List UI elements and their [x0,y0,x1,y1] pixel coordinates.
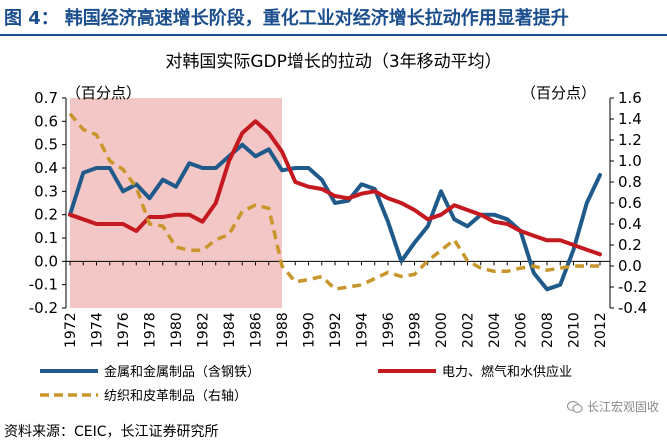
x-tick-label-18: 2008 [540,312,556,348]
legend-textile-label: 纺织和皮革制品（右轴） [104,389,248,404]
legend-power-swatch [378,368,436,373]
left-tick-label-7: 0.5 [34,136,58,154]
left-tick-label-9: 0.7 [34,89,58,107]
legend-power-label: 电力、燃气和水供应业 [442,365,573,380]
right-tick-label-7: 1.0 [618,152,642,170]
legend-metals: 金属和金属制品（含钢铁） [40,361,260,380]
x-tick-label-14: 2000 [434,312,450,348]
left-tick-label-6: 0.4 [34,159,58,177]
right-tick-label-6: 0.8 [618,173,642,191]
x-tick-label-16: 2004 [487,312,503,348]
watermark: 长江宏观固收 [566,398,659,415]
right-axis-unit: （百分点） [521,84,597,102]
wechat-icon [566,400,583,413]
title-divider [0,34,667,36]
left-tick-label-5: 0.3 [34,182,58,200]
x-tick-label-1: 1974 [90,312,106,348]
right-tick-label-5: 0.6 [618,194,642,212]
x-tick-label-7: 1986 [249,312,265,348]
legend-power: 电力、燃气和水供应业 [378,361,572,380]
x-tick-label-13: 1998 [408,312,424,348]
left-tick-label-1: -0.1 [29,276,58,294]
x-tick-label-12: 1996 [381,312,397,348]
right-tick-label-9: 1.4 [618,110,642,128]
left-tick-label-8: 0.6 [34,112,58,130]
x-tick-label-2: 1976 [116,312,132,348]
figure-label: 图 4： [4,8,59,29]
series-metals-line [68,142,602,292]
x-tick-label-6: 1984 [222,312,238,348]
x-tick-label-10: 1992 [328,312,344,348]
legend-textile-swatch [40,392,98,397]
left-tick-label-4: 0.2 [34,206,58,224]
chart-title: 对韩国实际GDP增长的拉动（3年移动平均） [165,52,502,72]
left-tick-label-0: -0.2 [29,299,58,317]
right-tick-label-3: 0.2 [618,236,642,254]
right-tick-label-10: 1.6 [618,89,642,107]
x-tick-label-4: 1980 [169,312,185,348]
x-tick-label-0: 1972 [63,312,79,348]
x-tick-label-9: 1990 [302,312,318,348]
series-power-line [68,119,602,257]
x-tick-label-15: 2002 [461,312,477,348]
legend-textile: 纺织和皮革制品（右轴） [40,385,247,404]
watermark-text: 长江宏观固收 [586,400,659,414]
right-tick-label-1: -0.2 [618,278,647,296]
legend-metals-label: 金属和金属制品（含钢铁） [104,365,261,380]
source-note: 资料来源：CEIC，长江证券研究所 [4,424,219,440]
series-textile-line [68,112,600,291]
right-tick-label-4: 0.4 [618,215,642,233]
x-tick-label-20: 2012 [593,312,609,348]
legend-metals-swatch [40,368,98,373]
x-tick-label-5: 1982 [196,312,212,348]
left-tick-label-3: 0.1 [34,229,58,247]
x-tick-label-19: 2010 [567,312,583,348]
x-tick-label-8: 1988 [275,312,291,348]
shaded-period [70,98,282,308]
figure-title-text: 韩国经济高速增长阶段，重化工业对经济增长拉动作用显著提升 [64,8,569,29]
figure-title: 图 4： 韩国经济高速增长阶段，重化工业对经济增长拉动作用显著提升 [4,4,569,30]
right-tick-label-8: 1.2 [618,131,642,149]
x-tick-label-3: 1978 [143,312,159,348]
left-tick-label-2: 0.0 [34,252,58,270]
x-tick-label-17: 2006 [514,312,530,348]
left-axis-unit: （百分点） [66,84,142,102]
right-tick-label-2: 0.0 [618,257,642,275]
x-tick-label-11: 1994 [355,312,371,348]
right-tick-label-0: -0.4 [618,299,647,317]
